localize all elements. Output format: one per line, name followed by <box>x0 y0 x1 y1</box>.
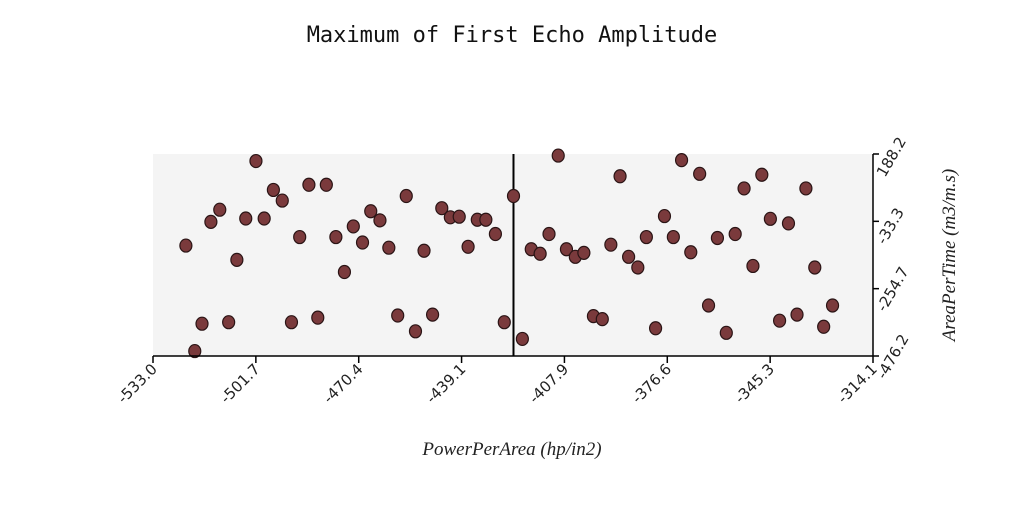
data-point <box>577 245 591 260</box>
data-point <box>188 343 202 359</box>
data-point <box>737 181 751 196</box>
y-axis-label: AreaPerTime (m3/m.s) <box>939 169 960 343</box>
data-point <box>639 229 653 245</box>
x-tick-label: -439.1 <box>422 360 469 407</box>
data-point <box>417 243 431 258</box>
data-point <box>382 240 396 255</box>
data-point <box>337 264 352 280</box>
data-point <box>275 193 289 208</box>
points-layer <box>179 148 840 359</box>
y-tick-label: -33.3 <box>873 205 908 248</box>
data-point <box>319 177 333 192</box>
data-point <box>266 182 280 198</box>
data-point <box>657 208 672 224</box>
data-point <box>763 211 777 226</box>
data-point <box>674 153 689 168</box>
x-ticks: -533.0 -501.7 -470.4 -439.1 -407.9 -376.6 -345… <box>114 356 881 407</box>
data-point <box>755 167 769 182</box>
data-point <box>479 212 493 227</box>
data-point <box>542 226 556 242</box>
data-point <box>239 211 253 226</box>
data-point <box>710 230 725 246</box>
data-point <box>799 181 813 196</box>
data-point <box>622 249 636 264</box>
x-tick-label: -345.3 <box>731 360 778 407</box>
data-point <box>346 219 360 234</box>
x-tick-label: -533.0 <box>114 360 161 407</box>
data-point <box>719 325 733 340</box>
data-point <box>257 211 271 226</box>
data-point <box>488 226 503 242</box>
data-point <box>329 229 343 245</box>
x-tick-label: -470.4 <box>320 360 367 407</box>
data-point <box>684 245 698 260</box>
data-point <box>817 319 831 334</box>
data-point <box>808 260 822 275</box>
data-point <box>506 188 521 204</box>
data-point <box>230 252 244 267</box>
data-point <box>604 237 618 252</box>
data-point <box>435 201 449 216</box>
data-point <box>284 315 299 330</box>
data-point <box>364 204 378 219</box>
data-point <box>701 298 716 313</box>
data-point <box>559 242 574 257</box>
data-point <box>293 229 307 245</box>
data-point <box>302 177 316 192</box>
x-tick-label: -501.7 <box>217 360 264 407</box>
data-point <box>213 202 227 217</box>
data-point <box>399 188 413 204</box>
x-tick-label: -314.1 <box>834 360 881 407</box>
data-point <box>249 153 263 169</box>
data-point <box>391 308 405 323</box>
data-point <box>355 235 370 250</box>
data-point <box>693 166 707 181</box>
chart-title: Maximum of First Echo Amplitude <box>307 23 718 48</box>
data-point <box>613 169 627 184</box>
x-axis-label: PowerPerArea (hp/in2) <box>421 439 601 460</box>
data-point <box>497 315 511 330</box>
data-point <box>631 260 645 275</box>
data-point <box>781 216 796 231</box>
data-point <box>772 313 787 328</box>
data-point <box>373 213 387 228</box>
data-point <box>746 258 760 274</box>
data-point <box>728 226 742 242</box>
data-point <box>179 238 193 253</box>
data-point <box>204 214 218 229</box>
data-point <box>648 321 663 336</box>
data-point <box>595 312 609 327</box>
data-point <box>311 310 325 325</box>
data-point <box>790 307 804 322</box>
data-point <box>408 324 423 339</box>
data-point <box>515 331 529 347</box>
data-point <box>222 315 236 330</box>
y-ticks: 188.2-33.3-254.7-476.2 <box>873 134 913 382</box>
data-point <box>533 246 547 261</box>
data-point <box>461 239 475 254</box>
y-tick-label: 188.2 <box>873 134 910 180</box>
data-point <box>425 307 440 322</box>
x-tick-label: -376.6 <box>628 360 675 407</box>
data-point <box>666 229 680 245</box>
data-point <box>195 316 209 331</box>
data-point <box>825 298 840 313</box>
x-tick-label: -407.9 <box>525 360 572 407</box>
data-point <box>551 148 565 163</box>
data-point <box>452 209 466 224</box>
